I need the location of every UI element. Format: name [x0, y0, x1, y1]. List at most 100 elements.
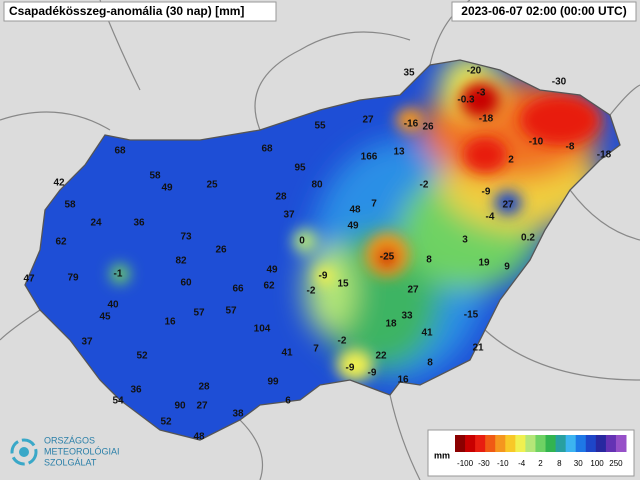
station-value: 37 — [81, 337, 93, 348]
station-value: 28 — [198, 382, 210, 393]
legend-swatch — [505, 435, 516, 452]
station-value: -30 — [552, 77, 567, 88]
legend-swatch — [475, 435, 486, 452]
legend-label: -4 — [518, 459, 526, 468]
legend-label: 250 — [609, 459, 623, 468]
station-value: 62 — [263, 281, 275, 292]
legend-label: 100 — [590, 459, 604, 468]
station-value: -3 — [477, 88, 486, 99]
station-value: 45 — [99, 312, 111, 323]
station-value: 42 — [53, 178, 65, 189]
logo-line: ORSZÁGOS — [44, 435, 95, 445]
station-value: 2 — [508, 155, 514, 166]
legend-swatch — [595, 435, 607, 452]
station-value: -10 — [529, 137, 544, 148]
station-value: 0 — [299, 236, 305, 247]
station-value: 58 — [64, 200, 76, 211]
station-value: 27 — [502, 200, 514, 211]
station-value: 16 — [164, 317, 176, 328]
legend-swatch — [615, 435, 627, 452]
station-value: 58 — [149, 171, 161, 182]
station-value: 57 — [225, 306, 237, 317]
station-value: -9 — [346, 363, 355, 374]
legend-swatch — [495, 435, 506, 452]
legend-swatch — [545, 435, 557, 452]
station-value: -9 — [368, 368, 377, 379]
station-value: 9 — [504, 262, 510, 273]
station-value: 80 — [311, 180, 323, 191]
station-value: 49 — [266, 265, 278, 276]
station-value: -18 — [597, 150, 612, 161]
station-value: -2 — [420, 180, 429, 191]
logo-line: SZOLGÁLAT — [44, 457, 97, 467]
station-value: 166 — [361, 152, 378, 163]
station-value: -9 — [482, 187, 491, 198]
station-value: 41 — [421, 328, 433, 339]
station-value: 8 — [426, 255, 432, 266]
legend-label: -30 — [478, 459, 490, 468]
station-value: 6 — [285, 396, 291, 407]
legend-label: -10 — [497, 459, 509, 468]
station-value: 73 — [180, 232, 192, 243]
legend-label: 2 — [538, 459, 543, 468]
station-value: 90 — [174, 401, 186, 412]
station-value: 26 — [215, 245, 227, 256]
station-value: -8 — [566, 142, 575, 153]
station-value: 35 — [403, 68, 415, 79]
legend-label: -100 — [457, 459, 474, 468]
timestamp: 2023-06-07 02:00 (00:00 UTC) — [461, 4, 626, 18]
station-value: 15 — [337, 279, 349, 290]
station-value: 7 — [313, 344, 319, 355]
station-value: 13 — [393, 147, 405, 158]
station-value: 21 — [472, 343, 484, 354]
station-value: -4 — [486, 212, 495, 223]
station-value: 22 — [375, 351, 387, 362]
station-value: 8 — [427, 358, 433, 369]
station-value: -18 — [479, 114, 494, 125]
station-value: 24 — [90, 218, 102, 229]
station-value: 26 — [422, 122, 434, 133]
station-value: -2 — [307, 286, 316, 297]
station-value: 48 — [193, 432, 205, 443]
station-value: 99 — [267, 377, 279, 388]
station-value: 37 — [283, 210, 295, 221]
legend-swatch — [535, 435, 547, 452]
station-value: 68 — [261, 144, 273, 155]
station-value: 66 — [232, 284, 244, 295]
legend-swatch — [605, 435, 617, 452]
legend-swatch — [515, 435, 526, 452]
station-value: 54 — [112, 396, 124, 407]
station-value: 40 — [107, 300, 119, 311]
station-value: 38 — [232, 409, 244, 420]
station-value: -25 — [380, 252, 395, 263]
station-value: 48 — [349, 205, 361, 216]
station-value: 55 — [314, 121, 326, 132]
station-value: 60 — [180, 278, 192, 289]
station-value: 62 — [55, 237, 67, 248]
station-value: 95 — [294, 163, 306, 174]
station-value: -9 — [319, 271, 328, 282]
station-value: 104 — [254, 324, 271, 335]
station-value: 36 — [133, 218, 145, 229]
station-value: 19 — [478, 258, 490, 269]
station-value: 18 — [385, 319, 397, 330]
station-value: 68 — [114, 146, 126, 157]
timestamp-box — [451, 1, 637, 22]
station-value: -1 — [114, 269, 123, 280]
legend-swatch — [575, 435, 587, 452]
station-value: -2 — [338, 336, 347, 347]
legend-swatch — [565, 435, 577, 452]
station-value: 28 — [275, 192, 287, 203]
station-value: 7 — [371, 199, 377, 210]
station-value: 27 — [196, 401, 208, 412]
legend-swatch — [585, 435, 597, 452]
station-value: 47 — [23, 274, 35, 285]
station-value: 57 — [193, 308, 205, 319]
legend-swatch — [465, 435, 476, 452]
station-value: 52 — [136, 351, 148, 362]
legend-unit: mm — [434, 450, 450, 460]
station-value: 82 — [175, 256, 187, 267]
logo: ORSZÁGOS METEOROLÓGIAI SZOLGÁLAT — [10, 435, 120, 467]
legend: -100 -30 -10 -4 2 8 30 100 250 — [455, 435, 627, 468]
